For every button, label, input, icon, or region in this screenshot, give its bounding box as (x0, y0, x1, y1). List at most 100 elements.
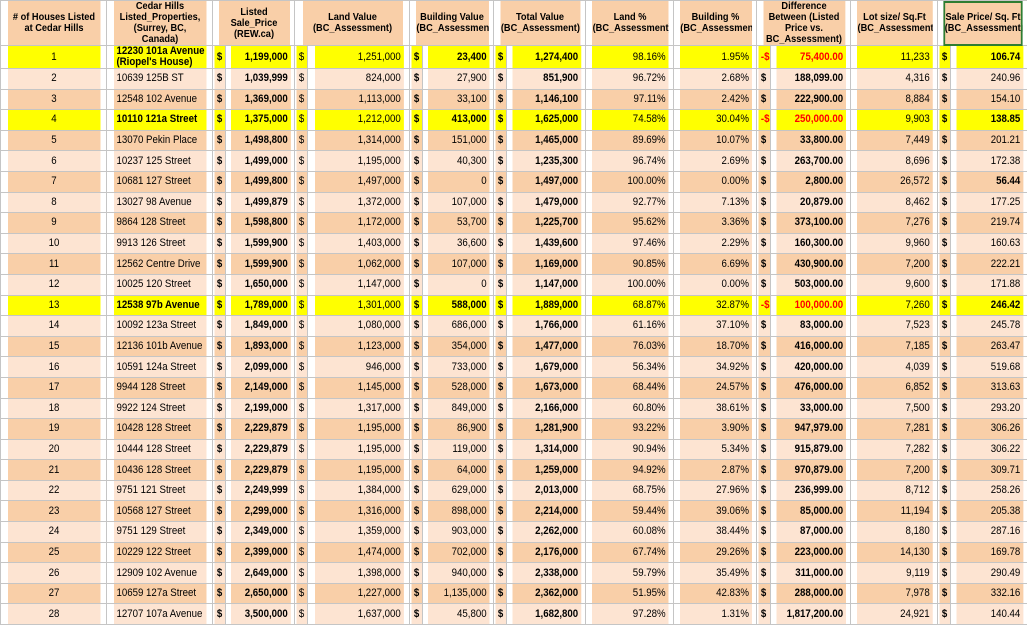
cell-total-value[interactable]: 1,679,000 (510, 356, 582, 378)
cell-lot-size[interactable]: 9,960 (855, 232, 933, 255)
cell-difference[interactable]: 100,000.00 (774, 294, 847, 317)
cell-currency[interactable]: $ (212, 170, 226, 193)
cell-diff-sign[interactable]: $ (756, 273, 771, 296)
cell-building-value[interactable]: 588,000 (426, 294, 490, 317)
cell-listed-price[interactable]: 2,149,000 (229, 376, 291, 399)
cell-building-pct[interactable]: 29.26% (678, 541, 752, 564)
cell-difference[interactable]: 476,000.00 (774, 376, 847, 399)
cell-currency[interactable]: $ (212, 356, 226, 378)
cell-currency[interactable]: $ (493, 68, 507, 90)
cell-address[interactable]: 10436 128 Street (112, 459, 207, 481)
cell-num[interactable]: 5 (6, 129, 101, 152)
cell-total-value[interactable]: 1,766,000 (510, 315, 582, 337)
cell-currency[interactable]: $ (409, 603, 423, 626)
cell-building-value[interactable]: 528,000 (426, 376, 490, 399)
cell-currency[interactable]: $ (294, 479, 308, 502)
cell-currency[interactable]: $ (937, 541, 951, 564)
cell-land-pct[interactable]: 56.34% (590, 356, 669, 378)
cell-diff-sign[interactable]: $ (756, 500, 771, 523)
cell-currency[interactable]: $ (493, 109, 507, 131)
cell-lot-size[interactable]: 8,696 (855, 150, 933, 172)
cell-num[interactable]: 12 (6, 273, 101, 296)
cell-difference[interactable]: 503,000.00 (774, 273, 847, 296)
cell-currency[interactable]: $ (294, 191, 308, 214)
cell-building-pct[interactable]: 3.36% (678, 212, 752, 234)
cell-currency[interactable]: $ (212, 541, 226, 564)
cell-listed-price[interactable]: 2,399,000 (229, 541, 291, 564)
cell-listed-price[interactable]: 1,375,000 (229, 109, 291, 131)
cell-currency[interactable]: $ (409, 150, 423, 172)
cell-currency[interactable]: $ (937, 253, 951, 275)
cell-currency[interactable]: $ (493, 582, 507, 605)
cell-lot-size[interactable]: 6,852 (855, 376, 933, 399)
cell-total-value[interactable]: 1,235,300 (510, 150, 582, 172)
cell-currency[interactable]: $ (937, 479, 951, 502)
cell-building-pct[interactable]: 2.68% (678, 68, 752, 90)
cell-currency[interactable]: $ (212, 500, 226, 523)
cell-listed-price[interactable]: 2,649,000 (229, 562, 291, 584)
cell-currency[interactable]: $ (493, 438, 507, 461)
cell-currency[interactable]: $ (493, 459, 507, 481)
cell-currency[interactable]: $ (294, 356, 308, 378)
cell-num[interactable]: 4 (6, 109, 101, 131)
cell-listed-price[interactable]: 1,369,000 (229, 88, 291, 111)
cell-num[interactable]: 23 (6, 500, 101, 523)
cell-address[interactable]: 13027 98 Avenue (112, 191, 207, 214)
cell-building-value[interactable]: 119,000 (426, 438, 490, 461)
header-land[interactable]: Land Value (BC_Assessment) (300, 0, 404, 46)
cell-currency[interactable]: $ (294, 68, 308, 90)
cell-lot-size[interactable]: 7,978 (855, 582, 933, 605)
cell-currency[interactable]: $ (493, 603, 507, 626)
cell-currency[interactable]: $ (294, 109, 308, 131)
cell-building-pct[interactable]: 34.92% (678, 356, 752, 378)
cell-currency[interactable]: $ (212, 253, 226, 275)
cell-building-pct[interactable]: 2.87% (678, 459, 752, 481)
cell-price-sqft[interactable]: 56.44 (954, 170, 1024, 193)
cell-address[interactable]: 10229 122 Street (112, 541, 207, 564)
cell-num[interactable]: 6 (6, 150, 101, 172)
cell-diff-sign[interactable]: $ (756, 88, 771, 111)
cell-building-pct[interactable]: 18.70% (678, 335, 752, 358)
cell-address[interactable]: 12707 107a Avenue (112, 603, 207, 626)
cell-currency[interactable]: $ (212, 582, 226, 605)
cell-difference[interactable]: 420,000.00 (774, 356, 847, 378)
header-address[interactable]: Cedar Hills Listed_Properties, (Surrey, … (112, 0, 207, 46)
cell-building-value[interactable]: 33,100 (426, 88, 490, 111)
cell-num[interactable]: 2 (6, 68, 101, 90)
cell-currency[interactable]: $ (493, 273, 507, 296)
cell-diff-sign[interactable]: -$ (756, 294, 771, 317)
cell-listed-price[interactable]: 2,299,000 (229, 500, 291, 523)
cell-lot-size[interactable]: 8,712 (855, 479, 933, 502)
cell-currency[interactable]: $ (294, 418, 308, 440)
cell-building-pct[interactable]: 6.69% (678, 253, 752, 275)
cell-building-value[interactable]: 45,800 (426, 603, 490, 626)
cell-diff-sign[interactable]: $ (756, 170, 771, 193)
header-building[interactable]: Building Value (BC_Assessment) (414, 0, 489, 46)
cell-num[interactable]: 9 (6, 212, 101, 234)
cell-num[interactable]: 21 (6, 459, 101, 481)
cell-price-sqft[interactable]: 201.21 (954, 129, 1024, 152)
cell-building-value[interactable]: 903,000 (426, 521, 490, 543)
cell-total-value[interactable]: 1,477,000 (510, 335, 582, 358)
cell-land-value[interactable]: 1,123,000 (313, 335, 404, 358)
cell-currency[interactable]: $ (294, 397, 308, 420)
cell-land-value[interactable]: 1,251,000 (313, 45, 404, 69)
cell-land-pct[interactable]: 76.03% (590, 335, 669, 358)
cell-building-pct[interactable]: 42.83% (678, 582, 752, 605)
cell-currency[interactable]: $ (212, 232, 226, 255)
cell-land-value[interactable]: 1,403,000 (313, 232, 404, 255)
cell-address[interactable]: 10428 128 Street (112, 418, 207, 440)
cell-building-value[interactable]: 53,700 (426, 212, 490, 234)
cell-difference[interactable]: 75,400.00 (774, 45, 847, 69)
cell-diff-sign[interactable]: $ (756, 335, 771, 358)
cell-currency[interactable]: $ (493, 150, 507, 172)
cell-num[interactable]: 10 (6, 232, 101, 255)
cell-difference[interactable]: 188,099.00 (774, 68, 847, 90)
cell-currency[interactable]: $ (937, 232, 951, 255)
cell-price-sqft[interactable]: 246.42 (954, 294, 1024, 317)
cell-diff-sign[interactable]: $ (756, 68, 771, 90)
cell-total-value[interactable]: 1,225,700 (510, 212, 582, 234)
cell-currency[interactable]: $ (493, 253, 507, 275)
cell-listed-price[interactable]: 1,498,800 (229, 129, 291, 152)
header-difference[interactable]: Difference Between (Listed Price vs. BC_… (761, 0, 846, 46)
